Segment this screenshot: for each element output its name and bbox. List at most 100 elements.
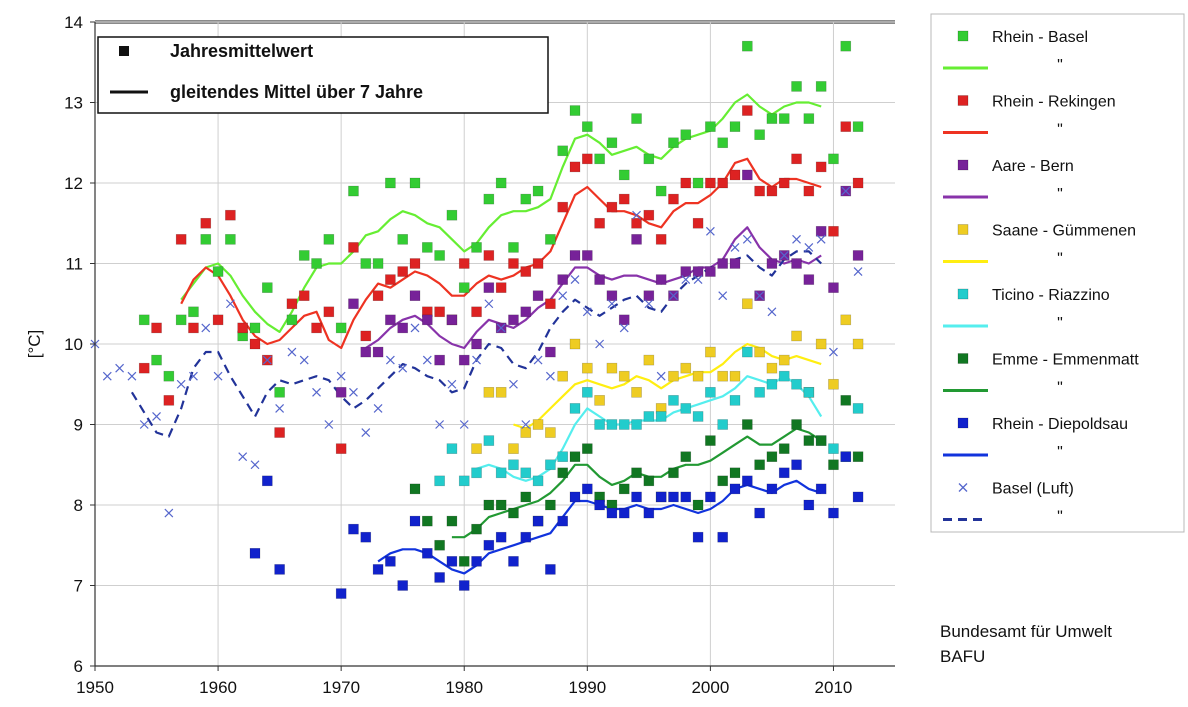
data-point [643,209,655,221]
series-line [365,226,822,350]
data-point-x [533,355,543,365]
data-point [508,314,519,326]
data-point [262,282,273,293]
data-point-x [127,371,137,381]
data-point [692,177,704,189]
data-point [458,475,470,487]
data-point [545,459,556,471]
data-point [643,507,655,519]
y-tick-label: 9 [74,416,83,435]
data-point [742,169,753,181]
data-point [360,330,372,342]
data-point [778,467,790,479]
data-point-x [521,420,531,429]
data-point [668,395,679,406]
data-point [705,121,716,132]
y-tick-label: 12 [64,174,83,193]
data-point [471,467,482,479]
data-point [323,306,335,318]
data-point [458,556,470,567]
data-point [631,467,642,479]
x-stroke [238,452,248,462]
inset-label-annual: Jahresmittelwert [170,41,313,61]
inset-legend: Jahresmittelwert gleitendes Mittel über 7… [97,36,549,114]
data-point [618,483,630,495]
x-stroke [422,355,432,365]
inset-marker-square [119,46,129,56]
data-point [360,531,372,543]
x-stroke [312,387,321,397]
data-point [385,556,396,567]
data-point [163,395,175,406]
data-point [668,491,679,503]
data-point [545,499,556,511]
data-point [692,266,704,277]
data-point-x [558,291,568,301]
legend-marker [957,417,969,429]
data-point [520,193,532,205]
data-point-x [779,251,789,260]
data-point-x [742,234,752,244]
data-point [668,370,679,382]
data-point [532,475,544,487]
data-point [385,177,396,189]
x-stroke [398,363,408,373]
data-point [655,185,667,197]
data-point [692,499,704,511]
data-point [606,290,618,302]
data-point-x [422,355,432,365]
data-point-x [619,323,629,333]
data-point-x [435,420,445,429]
data-point [188,322,199,334]
data-point [791,378,802,390]
legend-ditto: " [1057,186,1063,203]
x-stroke [533,355,543,365]
data-point [508,443,519,454]
data-point [717,177,728,189]
data-point [434,572,445,583]
data-point [668,137,679,149]
data-point [828,507,839,519]
data-point [791,419,802,430]
legend-marker [957,95,969,106]
legend-ditto: " [1057,444,1063,461]
data-point [668,467,679,479]
x-stroke [349,387,358,397]
data-point [532,185,544,197]
x-stroke [127,371,137,381]
legend-marker [957,224,969,235]
x-stroke [385,355,395,365]
data-point [582,443,593,454]
data-point [569,250,581,261]
data-point [557,201,568,213]
data-point [348,298,359,310]
legend-label: Ticino - Riazzino [992,287,1110,304]
legend-ditto: " [1057,380,1063,397]
data-point [582,386,593,398]
data-point [791,459,802,471]
x-stroke [164,508,174,518]
data-point [594,153,605,165]
data-point [729,483,741,495]
data-point [446,314,458,326]
data-point [766,483,778,495]
data-point [422,242,433,253]
data-point [508,556,519,567]
data-point [594,419,605,430]
data-point [742,475,753,487]
data-point [569,338,581,350]
data-point [778,113,790,124]
data-point-x [275,403,285,413]
x-stroke [656,371,666,381]
x-stroke [767,307,777,317]
data-point [434,475,445,487]
data-point [717,370,728,382]
data-point [692,531,704,543]
y-tick-label: 7 [74,577,83,596]
data-point [631,217,642,229]
data-point-x [201,323,211,333]
data-point [742,298,753,310]
data-point [729,169,741,181]
x-stroke [804,242,814,252]
